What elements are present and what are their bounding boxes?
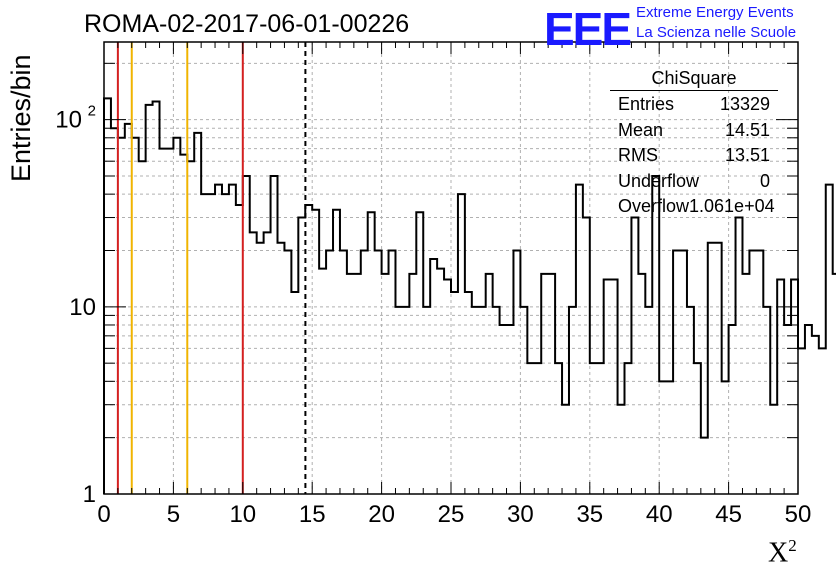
x-tick-label: 5 xyxy=(167,501,180,528)
x-axis-label: X2 xyxy=(768,536,797,569)
stats-value: 13329 xyxy=(719,94,770,114)
stats-row-entries: Entries 13329 xyxy=(610,92,778,118)
stats-header: ChiSquare xyxy=(610,68,778,91)
stats-label: RMS xyxy=(618,145,658,165)
logo-line-1: Extreme Energy Events xyxy=(636,4,794,21)
stats-row-underflow: Underflow 0 xyxy=(610,169,778,195)
y-axis-label: Entries/bin xyxy=(6,54,36,182)
x-tick-label: 15 xyxy=(299,501,326,528)
x-tick-label: 25 xyxy=(438,501,465,528)
stats-row-mean: Mean 14.51 xyxy=(610,118,778,144)
y-tick-label: 10 xyxy=(55,107,82,134)
stats-label: Entries xyxy=(618,94,675,114)
stats-box: ChiSquare Entries 13329 Mean 14.51 RMS 1… xyxy=(610,68,778,220)
logo-line-2: La Scienza nelle Scuole xyxy=(636,24,797,41)
histogram-line xyxy=(103,97,836,494)
x-tick-label: 35 xyxy=(576,501,603,528)
x-tick-label: 0 xyxy=(97,501,110,528)
stats-value: 1.061e+04 xyxy=(689,196,775,216)
stats-row-rms: RMS 13.51 xyxy=(610,143,778,169)
x-tick-label: 10 xyxy=(229,501,256,528)
y-tick-label: 1 xyxy=(83,481,96,508)
x-tick-label: 20 xyxy=(368,501,395,528)
chart-title: ROMA-02-2017-06-01-00226 xyxy=(84,10,410,38)
stats-label: Underflow xyxy=(618,170,700,191)
stats-value: 13.51 xyxy=(724,145,770,165)
x-tick-label: 40 xyxy=(646,501,673,528)
x-tick-label: 50 xyxy=(785,501,812,528)
y-tick-label-exponent: 2 xyxy=(88,103,96,120)
x-axis-label-base: X xyxy=(768,537,789,569)
x-tick-label: 30 xyxy=(507,501,534,528)
x-axis-label-sup: 2 xyxy=(788,536,797,555)
stats-label: Overflow xyxy=(618,196,690,216)
stats-label: Mean xyxy=(618,119,664,140)
eee-logo: EEE xyxy=(544,3,632,55)
y-tick-label: 10 xyxy=(69,294,96,321)
x-tick-label: 45 xyxy=(715,501,742,528)
stats-value: 14.51 xyxy=(724,119,770,140)
stats-row-overflow: Overflow 1.061e+04 xyxy=(610,194,778,220)
stats-value: 0 xyxy=(759,170,770,191)
